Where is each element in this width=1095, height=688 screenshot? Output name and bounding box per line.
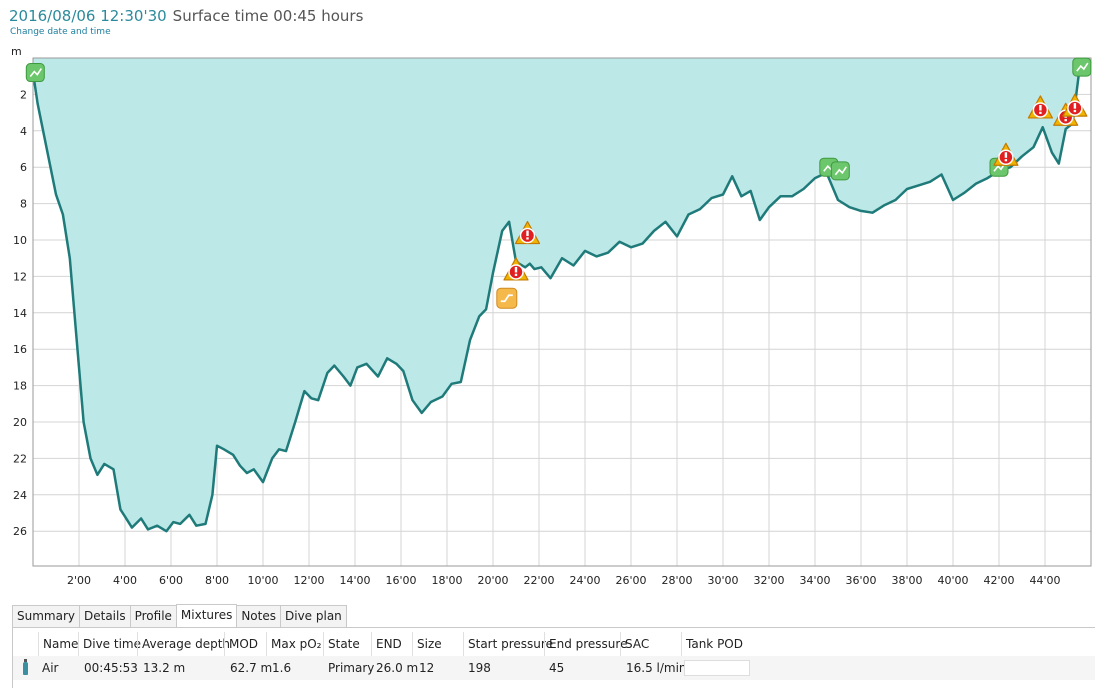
y-tick-label: 8 [20,198,27,211]
col-end[interactable]: END [371,632,402,656]
x-axis-ticks: 2'00 4'00 6'00 8'00 10'00 12'00 14'00 16'00 18'0… [67,574,1061,587]
x-tick-label: 16'00 [385,574,416,587]
x-tick-label: 24'00 [569,574,600,587]
y-tick-label: 2 [20,88,27,101]
x-tick-label: 18'00 [431,574,462,587]
warning-icon[interactable] [514,220,541,245]
x-tick-label: 8'00 [205,574,229,587]
x-tick-label: 36'00 [845,574,876,587]
y-tick-label: 26 [13,525,27,538]
y-tick-label: 24 [13,489,27,502]
depth-profile-line [31,68,1081,533]
col-end-pressure[interactable]: End pressure [544,632,627,656]
x-tick-label: 26'00 [615,574,646,587]
x-tick-label: 44'00 [1029,574,1060,587]
tab-details[interactable]: Details [79,605,131,627]
col-size[interactable]: Size [412,632,442,656]
x-tick-label: 40'00 [937,574,968,587]
cell-sac: 16.5 l/min [626,661,687,675]
tab-summary[interactable]: Summary [12,605,80,627]
x-tick-label: 28'00 [661,574,692,587]
dive-title: 2016/08/06 12:30'30 Surface time 00:45 ho… [9,6,363,26]
detail-tabs: Summary Details Profile Mixtures Notes D… [12,604,347,627]
x-tick-label: 34'00 [799,574,830,587]
y-tick-label: 18 [13,380,27,393]
warning-icon[interactable] [1027,95,1054,119]
warning-icon[interactable] [1062,93,1088,117]
col-max-po2[interactable]: Max pO₂ [266,632,322,656]
tab-notes[interactable]: Notes [236,605,281,627]
y-axis-label: m [11,45,22,58]
y-tick-label: 4 [20,125,27,138]
cell-state: Primary [328,661,375,675]
x-tick-label: 14'00 [339,574,370,587]
x-tick-label: 2'00 [67,574,91,587]
tank-icon [23,659,28,675]
col-name[interactable]: Name [38,632,78,656]
x-tick-label: 6'00 [159,574,183,587]
col-sac[interactable]: SAC [620,632,649,656]
y-tick-label: 14 [13,307,27,320]
cell-name: Air [42,661,59,675]
dive-end-icon[interactable] [1072,57,1092,77]
warning-icon[interactable] [503,257,529,281]
col-average-depth[interactable]: Average depth [137,632,230,656]
dive-start-icon[interactable] [25,63,45,83]
tank-pod-field[interactable] [684,660,750,676]
mixtures-table: Name Dive time Average depth MOD Max pO₂… [12,627,1095,688]
col-mod[interactable]: MOD [224,632,258,656]
mixtures-header-row: Name Dive time Average depth MOD Max pO₂… [13,632,1095,656]
cell-max-po2: 1.6 [272,661,292,675]
x-tick-label: 42'00 [983,574,1014,587]
table-row[interactable]: Air 00:45:53 13.2 m 62.7 m 1.6 Primary 2… [13,656,1095,680]
x-tick-label: 22'00 [523,574,554,587]
x-tick-label: 20'00 [477,574,508,587]
cell-dive-time: 00:45:53 [84,661,138,675]
surface-time: Surface time 00:45 hours [172,7,364,25]
cell-start-pressure: 198 [468,661,491,675]
profile-area [33,58,1091,532]
y-tick-label: 16 [13,343,27,356]
x-tick-label: 32'00 [753,574,784,587]
tab-dive-plan[interactable]: Dive plan [280,605,347,627]
cell-average-depth: 13.2 m [143,661,186,675]
x-tick-label: 4'00 [113,574,137,587]
gas-change-icon[interactable] [496,287,518,309]
change-date-time-link[interactable]: Change date and time [10,27,111,37]
cell-mod: 62.7 m [230,661,273,675]
y-tick-label: 6 [20,161,27,174]
cell-size: 12 [419,661,435,675]
dive-datetime: 2016/08/06 12:30'30 [9,7,167,25]
tab-profile[interactable]: Profile [129,605,177,627]
tab-mixtures[interactable]: Mixtures [175,604,238,627]
x-tick-label: 12'00 [293,574,324,587]
col-tank-pod[interactable]: Tank POD [681,632,743,656]
profile-markers [25,57,1092,309]
event-ok-icon[interactable] [830,161,850,181]
x-tick-label: 30'00 [707,574,738,587]
col-state[interactable]: State [323,632,360,656]
y-tick-label: 22 [13,452,27,465]
warning-icon[interactable] [993,142,1019,166]
y-tick-label: 10 [13,234,27,247]
cell-end: 26.0 m [376,661,419,675]
col-dive-time[interactable]: Dive time [78,632,141,656]
col-start-pressure[interactable]: Start pressure [463,632,553,656]
chart-frame [32,57,1092,567]
y-tick-label: 20 [13,416,27,429]
x-tick-label: 38'00 [891,574,922,587]
x-tick-label: 10'00 [247,574,278,587]
y-tick-label: 12 [13,270,27,283]
cell-end-pressure: 45 [549,661,565,675]
